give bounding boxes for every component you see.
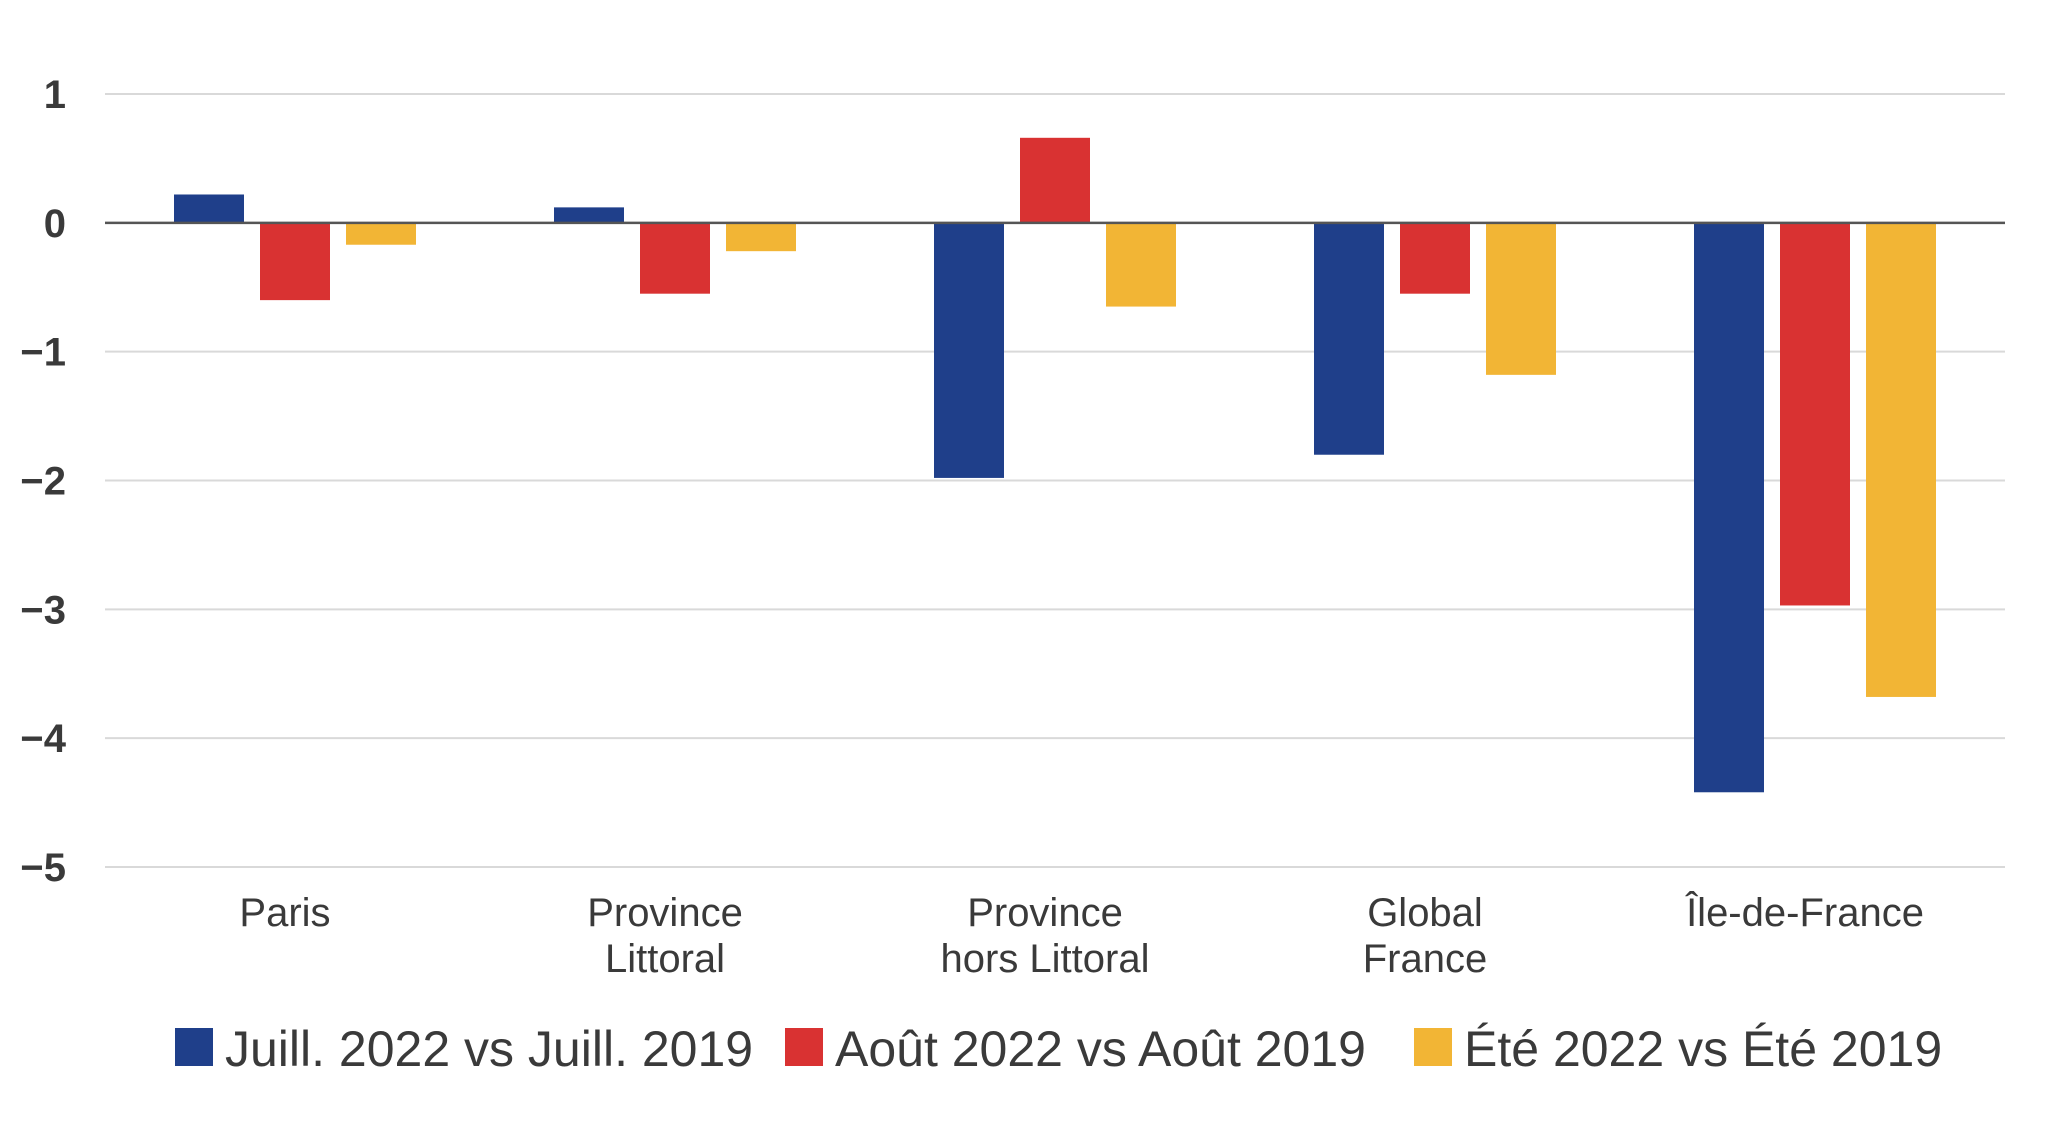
y-tick-label: 0 — [44, 202, 66, 246]
gridlines — [105, 93, 2005, 868]
bars — [174, 137, 1936, 793]
bar — [726, 222, 796, 252]
bar — [1020, 137, 1090, 223]
y-tick-label: −4 — [20, 717, 66, 761]
bar — [1486, 222, 1556, 375]
legend-label: Juill. 2022 vs Juill. 2019 — [225, 1021, 753, 1077]
x-category-label: Province — [967, 891, 1123, 935]
y-tick-label: −2 — [20, 460, 66, 504]
bar — [554, 207, 624, 223]
legend-label: Été 2022 vs Été 2019 — [1464, 1021, 1942, 1077]
x-category-label: Littoral — [605, 937, 725, 981]
bar — [1694, 222, 1764, 793]
bar — [174, 194, 244, 223]
y-axis-tick-labels: 1 0 −1 −2 −3 −4 −5 — [20, 73, 66, 890]
x-category-label: Île-de-France — [1685, 890, 1924, 935]
x-category-label: Province — [587, 891, 743, 935]
x-category-label: Global — [1367, 891, 1483, 935]
legend: Juill. 2022 vs Juill. 2019 Août 2022 vs A… — [175, 1021, 1942, 1077]
legend-swatch — [785, 1028, 823, 1066]
bar — [1106, 222, 1176, 307]
y-tick-label: −5 — [20, 846, 66, 890]
y-tick-label: 1 — [44, 73, 66, 117]
bar — [1866, 222, 1936, 697]
bar — [640, 222, 710, 294]
x-category-label: hors Littoral — [941, 937, 1150, 981]
x-category-label: Paris — [239, 891, 330, 935]
bar — [1400, 222, 1470, 294]
bar — [1780, 222, 1850, 606]
legend-swatch — [175, 1028, 213, 1066]
bar — [1314, 222, 1384, 455]
bar — [346, 222, 416, 245]
x-category-label: France — [1363, 937, 1488, 981]
y-tick-label: −3 — [20, 588, 66, 632]
bar — [260, 222, 330, 301]
legend-label: Août 2022 vs Août 2019 — [835, 1021, 1366, 1077]
y-tick-label: −1 — [20, 331, 66, 375]
legend-swatch — [1414, 1028, 1452, 1066]
bar — [934, 222, 1004, 478]
